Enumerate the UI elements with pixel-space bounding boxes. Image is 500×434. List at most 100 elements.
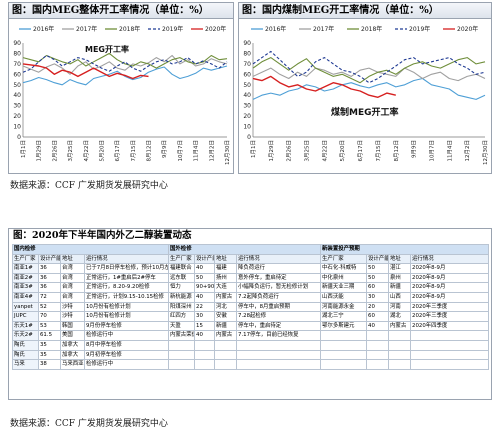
y-tick-label: 90 (243, 40, 251, 47)
legend-label: 2018年 (361, 25, 382, 33)
table-cell (236, 349, 322, 361)
x-tick-label: 3月25日 (67, 140, 74, 162)
x-tick-label: 2月26日 (286, 140, 293, 162)
table-cell: 山西沃能 (320, 291, 368, 303)
table-cell: 正常运行，1#重启后2#停车 (83, 272, 170, 284)
column-header: 设计产能 (194, 253, 216, 265)
x-tick-label: 5月20日 (339, 140, 346, 162)
table-cell (410, 330, 490, 341)
table-cell: 22 (194, 301, 216, 313)
table-cell: 南亚3# (12, 282, 39, 293)
y-tick-label: 40 (13, 92, 21, 99)
table-cell: 鄂尔多斯建元 (320, 320, 368, 332)
table-cell: 36 (38, 263, 61, 274)
table-cell: 湛江 (388, 263, 412, 274)
x-tick-label: 8月12日 (393, 140, 400, 162)
x-tick-label: 10月7日 (177, 140, 184, 162)
table-cell: 50 (366, 263, 390, 274)
y-tick-label: 30 (243, 103, 251, 110)
x-tick-label: 9月9日 (411, 140, 418, 158)
table-cell (410, 349, 490, 361)
table-cell (168, 359, 196, 370)
series-line-2020年 (22, 63, 149, 80)
table-cell: 50 (194, 272, 216, 284)
table-cell (320, 349, 368, 361)
x-tick-label: 12月2日 (208, 140, 215, 162)
legend-label: 2019年 (162, 25, 183, 33)
table-cell: 福建联合 (168, 263, 196, 274)
y-tick-label: 80 (243, 50, 251, 57)
table-cell: 河北 (214, 301, 238, 313)
table-cell: 南亚2# (12, 272, 39, 284)
source-note-table: 数据来源：CCF 广发期货发展研究中心 (10, 419, 168, 429)
y-tick-label: 10 (243, 124, 251, 131)
meg-overall-chart: 0 10 20 30 40 50 60 70 80 90 1月1日 1月29日 2月26日 3月25日 4月… (13, 25, 231, 165)
table-row: 南亚1# 36 台湾 已于7月8日停车检修，预计10月左右 福建联合 40 福建 降负荷运行中… (12, 263, 490, 274)
section-header: 国内检修 (11, 244, 170, 255)
section-header: 新装置投产预期 (320, 244, 490, 255)
legend-label: 2019年 (409, 25, 430, 33)
table-cell: 7.2起降负荷运行 (236, 291, 322, 303)
table-cell (366, 339, 390, 351)
x-tick-label: 12月30日 (224, 140, 231, 165)
column-header: 运行情况 (410, 253, 490, 265)
table-cell: 沙特 (60, 311, 85, 322)
table-cell: 台湾 (60, 263, 85, 274)
table-cell: 天盈 (168, 320, 196, 332)
table-cell: 湖北三宁 (320, 311, 368, 322)
table-cell (410, 339, 490, 351)
x-tick-label: 1月1日 (20, 140, 27, 158)
table-row: yanpet 52 沙特 10月份有检修计划 阳煤深州 22 河北 停车中，8月重启预期 河南能… (12, 301, 490, 313)
chart-title-overall: 图：国内MEG整体开工率情况（单位：%） (9, 3, 233, 19)
table-cell: 意外停车，重启待定 (236, 272, 322, 284)
x-tick-label: 12月30日 (482, 140, 489, 165)
table-cell: 中石化-科威特 (320, 263, 368, 274)
y-tick-label: 0 (247, 134, 251, 141)
table-cell: 40 (366, 320, 390, 332)
table-cell: 陶氏 (12, 339, 39, 351)
table-cell (168, 339, 196, 351)
chart-annotation: MEG开工率 (85, 44, 129, 54)
table-cell (320, 339, 368, 351)
table-cell: 南亚4# (12, 291, 39, 303)
table-cell: JUPC (12, 311, 39, 322)
y-tick-label: 20 (243, 113, 251, 120)
table-cell: 2020年8-9月 (410, 291, 490, 303)
table-cell: 远东联 (168, 272, 196, 284)
table-cell: 检修运行中 (83, 359, 170, 370)
section-header: 国外检修 (168, 244, 322, 255)
table-cell: 停车中，8月重启预期 (236, 301, 322, 313)
table-cell: 新疆天业三期 (320, 282, 368, 293)
y-tick-label: 10 (13, 124, 21, 131)
table-cell: 韩国 (60, 320, 85, 332)
y-tick-label: 50 (13, 82, 21, 89)
plants-table-title: 图：2020年下半年国内外乙二醇装置动态 (13, 230, 192, 241)
table-row: 马来 38 马来西亚 检修运行中 (12, 359, 490, 370)
table-cell (214, 339, 238, 351)
table-cell: 台湾 (60, 291, 85, 303)
table-cell: 40 (194, 291, 216, 303)
column-header: 设计产能 (366, 253, 390, 265)
table-row: JUPC 70 沙特 10月份有检修计划 红四方 30 安徽 7.28起检修 湖北三宁 60 湖北 2… (12, 311, 490, 322)
table-cell: 2020年8-9月 (410, 263, 490, 274)
legend-label: 2020年 (205, 25, 226, 33)
table-cell: 9月份停车检修 (83, 320, 170, 332)
table-cell: 30 (194, 311, 216, 322)
source-note-charts: 数据来源：CCF 广发期货发展研究中心 (10, 181, 168, 191)
table-cell (366, 349, 390, 361)
table-cell: 阳煤深州 (168, 301, 196, 313)
x-tick-label: 10月7日 (428, 140, 435, 162)
column-header: 地址 (388, 253, 412, 265)
table-cell: 加拿大 (60, 339, 85, 351)
table-cell: 内蒙古 (214, 291, 238, 303)
column-header: 生产厂家 (12, 253, 39, 265)
series-line-2019年 (22, 54, 228, 73)
y-tick-label: 40 (243, 92, 251, 99)
table-cell: 小幅降负运行，暂无检修计划 (236, 282, 322, 293)
table-cell: 内蒙古荣信 (168, 330, 196, 341)
table-cell: 52 (38, 301, 61, 313)
table-cell (320, 330, 368, 341)
x-tick-label: 8月12日 (146, 140, 153, 162)
x-tick-label: 3月25日 (304, 140, 311, 162)
x-tick-label: 1月29日 (268, 140, 275, 162)
